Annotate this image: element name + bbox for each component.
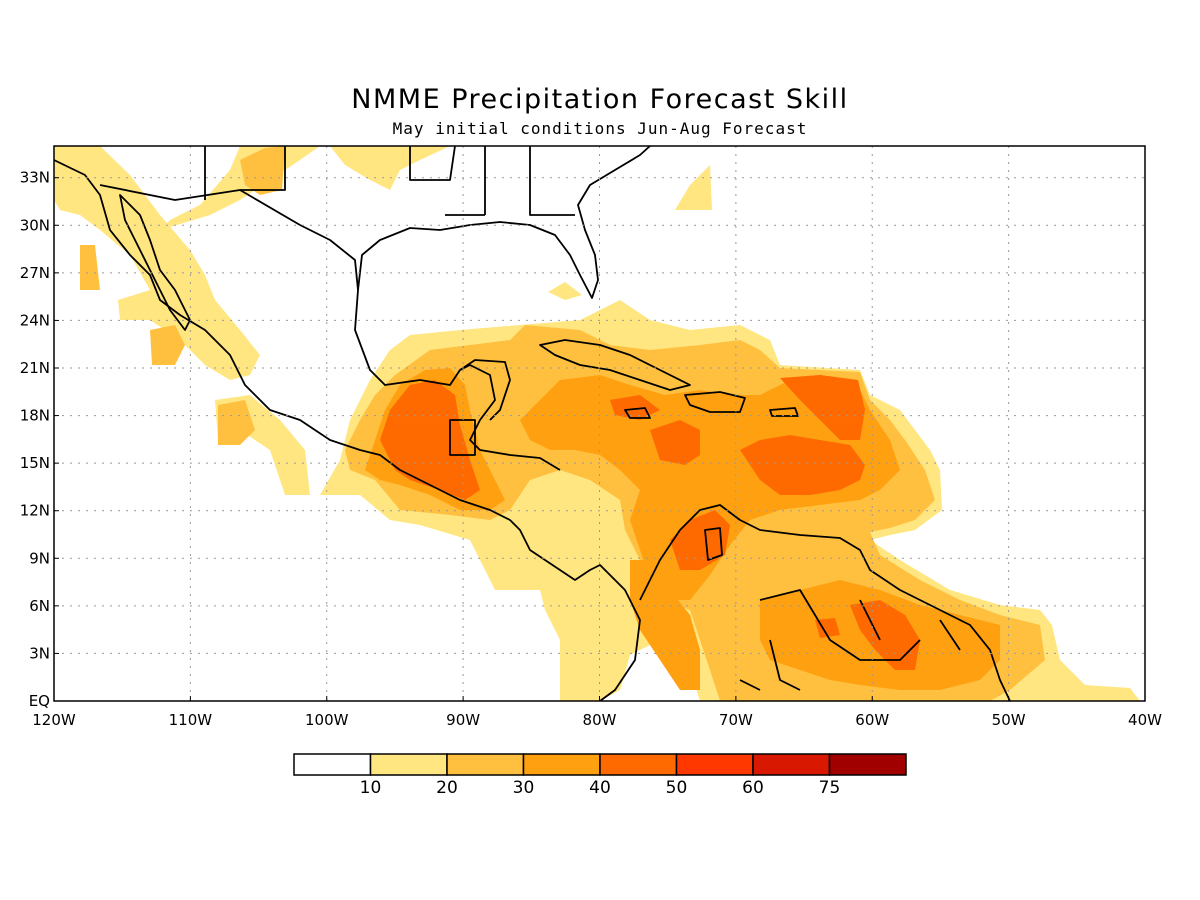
skill-region-atlantic-north bbox=[675, 165, 712, 210]
lat-label: 6N bbox=[29, 597, 50, 615]
coastline-lake-maracaibo bbox=[704, 527, 723, 561]
coastline-hispaniola bbox=[684, 391, 746, 413]
colorbar-swatch bbox=[752, 753, 831, 776]
coastline-baja bbox=[119, 194, 191, 331]
grid-lines bbox=[54, 146, 1145, 701]
skill-region-venezuela-spot bbox=[815, 618, 840, 638]
colorbar-swatch bbox=[675, 753, 754, 776]
coastline-mexico-pacific bbox=[54, 159, 641, 701]
lon-label: 80W bbox=[583, 711, 617, 729]
colorbar-level-label: 60 bbox=[742, 778, 764, 798]
skill-region-colombia bbox=[630, 560, 700, 690]
colorbar-level-label: 75 bbox=[819, 778, 841, 798]
skill-shading bbox=[54, 146, 1140, 701]
colorbar-level-label: 40 bbox=[589, 778, 611, 798]
lon-label: 110W bbox=[169, 711, 213, 729]
skill-region-mexico-spot3 bbox=[218, 400, 255, 445]
lon-label: 40W bbox=[1128, 711, 1162, 729]
border-guatemala bbox=[449, 419, 476, 456]
skill-region-east-caribbean bbox=[740, 435, 865, 495]
lon-label: 70W bbox=[719, 711, 753, 729]
colorbar-level-label: 30 bbox=[513, 778, 535, 798]
skill-region-mexico-spot4 bbox=[240, 146, 285, 195]
coastline-cuba bbox=[539, 339, 691, 391]
skill-region-mexico-spot2 bbox=[150, 325, 185, 365]
lat-label: 30N bbox=[20, 216, 50, 234]
skill-region-central-caribbean bbox=[650, 420, 700, 465]
colorbar-swatch bbox=[599, 753, 678, 776]
coastline-us-gulf bbox=[357, 146, 651, 299]
skill-region-mexico-spot1 bbox=[80, 245, 100, 290]
lon-label: 90W bbox=[446, 711, 480, 729]
colorbar-swatch bbox=[369, 753, 448, 776]
lat-label: 33N bbox=[20, 169, 50, 187]
border-texas bbox=[204, 146, 301, 226]
colorbar: 10 20 30 40 50 60 75 bbox=[293, 753, 907, 798]
lon-label: 60W bbox=[855, 711, 889, 729]
coastline-jamaica bbox=[624, 407, 651, 419]
coastlines bbox=[54, 146, 1011, 701]
skill-region-southeast-us bbox=[330, 146, 450, 190]
chart-title: NMME Precipitation Forecast Skill bbox=[351, 84, 849, 115]
border-venezuela bbox=[739, 589, 961, 691]
colorbar-level-label: 50 bbox=[666, 778, 688, 798]
colorbar-swatch bbox=[446, 753, 525, 776]
skill-region-caribbean-sea bbox=[520, 375, 900, 600]
lat-label: 15N bbox=[20, 454, 50, 472]
lat-label: 12N bbox=[20, 502, 50, 520]
colorbar-swatch bbox=[522, 753, 601, 776]
colorbar-level-label: 20 bbox=[436, 778, 458, 798]
skill-region-guatemala bbox=[380, 380, 480, 500]
lat-label: 27N bbox=[20, 264, 50, 282]
lat-label: EQ bbox=[29, 692, 50, 710]
chart-subtitle: May initial conditions Jun-Aug Forecast bbox=[392, 119, 808, 138]
skill-region-east-caribbean-north bbox=[780, 375, 865, 440]
skill-region-mexico-north bbox=[160, 146, 320, 230]
latitude-labels: 33N 30N 27N 24N 21N 18N 15N 12N 9N 6N 3N EQ bbox=[20, 169, 59, 710]
lon-label: 100W bbox=[305, 711, 349, 729]
coastline-south-america bbox=[639, 504, 1011, 701]
longitude-labels: 120W 110W 100W 90W 80W 70W 60W 50W 40W bbox=[32, 696, 1162, 729]
colorbar-swatch bbox=[828, 753, 907, 776]
colorbar-swatch bbox=[293, 753, 372, 776]
coastline-yucatan bbox=[459, 359, 511, 421]
skill-region-guyana bbox=[850, 600, 920, 670]
lat-label: 24N bbox=[20, 311, 50, 329]
lat-label: 18N bbox=[20, 407, 50, 425]
lat-label: 9N bbox=[29, 549, 50, 567]
colorbar-level-label: 10 bbox=[360, 778, 382, 798]
border-us-states bbox=[409, 146, 575, 216]
lon-label: 50W bbox=[992, 711, 1026, 729]
lon-label: 120W bbox=[32, 711, 76, 729]
skill-region-gulf-patch bbox=[550, 605, 570, 620]
lat-label: 3N bbox=[29, 644, 50, 662]
lat-label: 21N bbox=[20, 359, 50, 377]
skill-region-florida bbox=[548, 282, 582, 300]
